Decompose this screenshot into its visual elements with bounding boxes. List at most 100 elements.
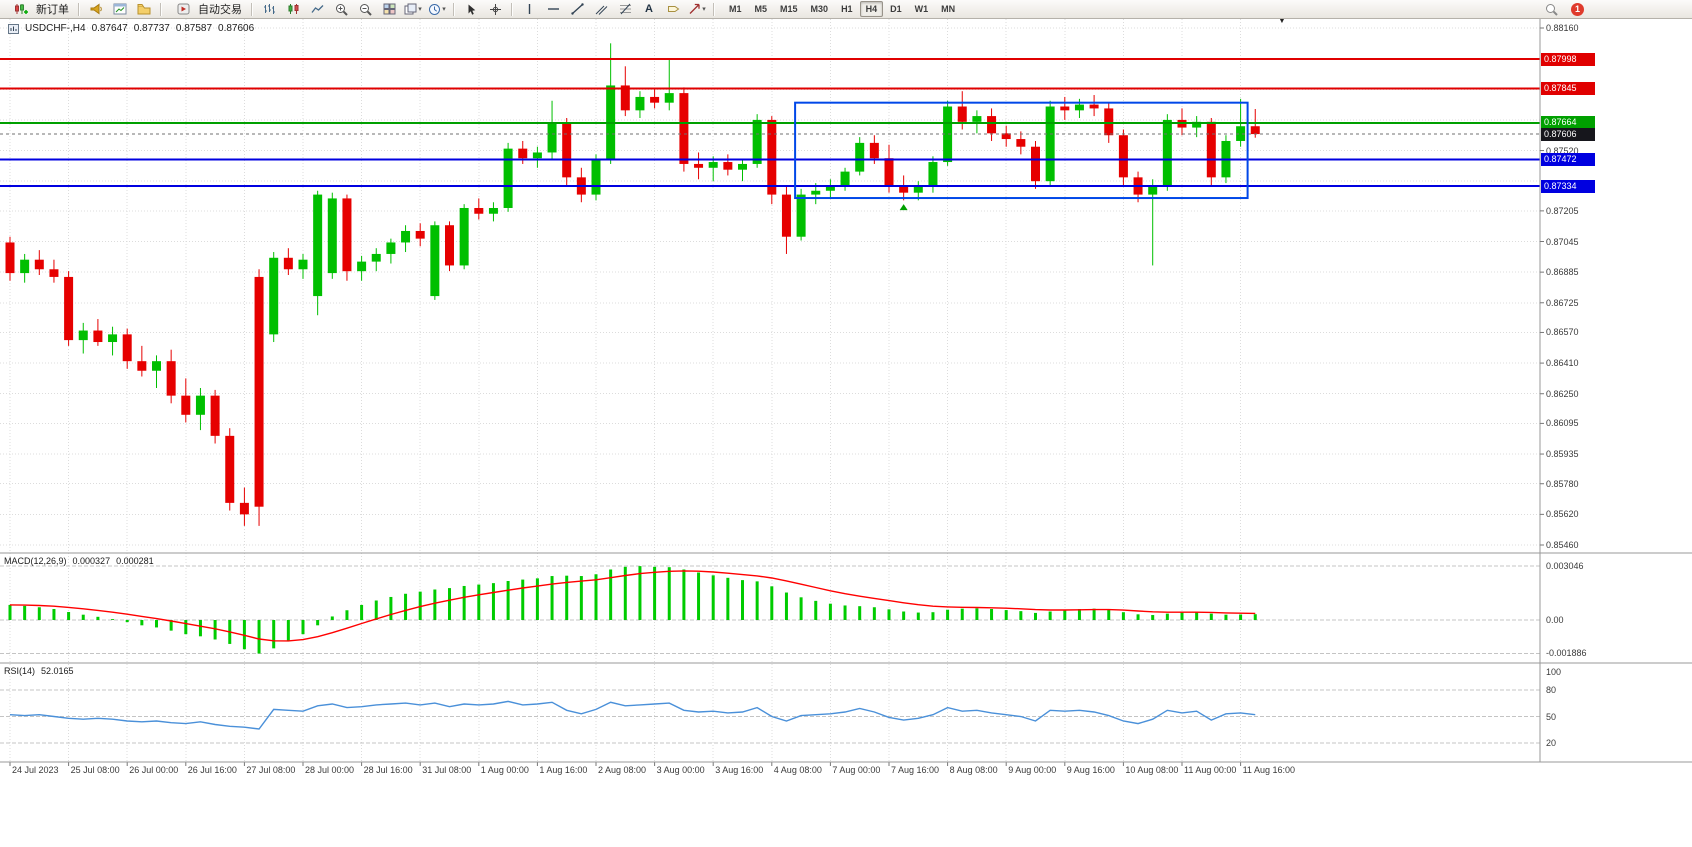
candle <box>122 334 132 362</box>
candle <box>459 207 469 266</box>
megaphone-icon[interactable] <box>84 0 108 18</box>
text-tool-glyph: A <box>645 3 653 15</box>
candle <box>313 194 323 297</box>
candle <box>855 142 865 172</box>
candle <box>840 171 850 186</box>
candle <box>650 96 660 103</box>
search-icon[interactable] <box>1539 0 1563 18</box>
candle <box>547 123 557 153</box>
timeframe-d1[interactable]: D1 <box>890 4 902 14</box>
buy-arrow-marker[interactable] <box>899 204 908 211</box>
candle <box>327 198 337 274</box>
autotrading-icon <box>171 0 195 18</box>
timeframe-h1[interactable]: H1 <box>841 4 853 14</box>
candle <box>20 259 30 274</box>
fibonacci-tool-icon[interactable] <box>613 0 637 18</box>
timeframe-mn[interactable]: MN <box>941 4 956 14</box>
candle <box>620 85 630 111</box>
candle <box>1148 185 1158 195</box>
horizontal-line-tool-icon[interactable] <box>541 0 565 18</box>
candle <box>503 148 513 208</box>
candle <box>562 123 572 178</box>
candle <box>430 225 440 297</box>
candle <box>49 269 59 277</box>
candle <box>1031 146 1040 182</box>
crosshair-icon[interactable] <box>483 0 507 18</box>
candle <box>254 276 264 507</box>
candle <box>210 395 220 436</box>
channel-tool-icon[interactable] <box>589 0 613 18</box>
candle <box>283 257 293 270</box>
chevron-down-icon: ▾ <box>702 6 706 13</box>
candle <box>957 106 967 122</box>
candle <box>152 361 161 371</box>
autotrading-label: 自动交易 <box>198 4 242 16</box>
candle <box>269 257 279 335</box>
tile-windows-icon[interactable] <box>377 0 401 18</box>
toolbar-separator <box>251 2 253 16</box>
candle <box>195 395 205 415</box>
candle <box>401 230 411 243</box>
trendline-tool-icon[interactable] <box>565 0 589 18</box>
toolbar: 新订单 自动交易 ▾ ▾ A ▾ M1 M5 M15 M30 H1 H4 D1 W1 MN 1 <box>0 0 1692 19</box>
candle <box>532 152 542 159</box>
timeframe-m1[interactable]: M1 <box>729 4 742 14</box>
candle <box>34 259 44 270</box>
new-order-label: 新订单 <box>36 4 69 16</box>
cursor-icon[interactable] <box>459 0 483 18</box>
candlestick-mode-icon[interactable] <box>281 0 305 18</box>
candle <box>1192 121 1202 128</box>
candle <box>664 93 674 103</box>
notification-badge[interactable]: 1 <box>1571 2 1584 16</box>
candle <box>1045 106 1055 182</box>
candle <box>708 162 718 168</box>
candle <box>635 96 645 111</box>
macd-signal-line <box>9 570 1256 642</box>
candle <box>386 242 396 254</box>
new-order-icon <box>9 0 33 18</box>
zoom-out-icon[interactable] <box>353 0 377 18</box>
candle <box>166 361 176 396</box>
candle <box>1206 121 1216 178</box>
line-chart-mode-icon[interactable] <box>305 0 329 18</box>
candle <box>415 230 425 239</box>
cascade-windows-icon[interactable]: ▾ <box>401 0 425 18</box>
candle <box>298 259 308 270</box>
candle <box>181 395 191 415</box>
candle <box>445 225 454 266</box>
text-tool-icon[interactable]: A <box>637 0 661 18</box>
period-clock-icon[interactable]: ▾ <box>425 0 449 18</box>
candle <box>972 116 982 122</box>
new-order-button[interactable]: 新订单 <box>4 0 74 18</box>
candle <box>5 242 15 274</box>
candle <box>928 162 938 187</box>
candle <box>752 119 762 164</box>
bar-chart-mode-icon[interactable] <box>257 0 281 18</box>
toolbar-separator <box>453 2 455 16</box>
zoom-in-icon[interactable] <box>329 0 353 18</box>
candle <box>64 276 74 341</box>
autotrading-button[interactable]: 自动交易 <box>166 0 247 18</box>
candle <box>518 148 528 159</box>
candle <box>93 330 103 343</box>
new-chart-icon[interactable] <box>108 0 132 18</box>
candle <box>796 194 806 237</box>
arrows-tool-icon[interactable]: ▾ <box>685 0 709 18</box>
timeframe-m5[interactable]: M5 <box>754 4 768 14</box>
candle <box>371 253 381 262</box>
toolbar-separator <box>511 2 513 16</box>
chart-profiles-icon[interactable] <box>132 0 156 18</box>
candle <box>811 190 821 195</box>
candle <box>884 158 894 186</box>
timeframe-toolbar: M1 M5 M15 M30 H1 H4 D1 W1 MN <box>723 1 961 17</box>
candle <box>694 163 704 168</box>
timeframe-h4[interactable]: H4 <box>859 1 884 17</box>
candle <box>899 185 909 193</box>
timeframe-w1[interactable]: W1 <box>914 4 929 14</box>
consolidation-box[interactable] <box>794 101 1249 200</box>
text-label-tool-icon[interactable] <box>661 0 685 18</box>
timeframe-m15[interactable]: M15 <box>780 4 798 14</box>
vertical-line-tool-icon[interactable] <box>517 0 541 18</box>
timeframe-m30[interactable]: M30 <box>810 4 829 14</box>
